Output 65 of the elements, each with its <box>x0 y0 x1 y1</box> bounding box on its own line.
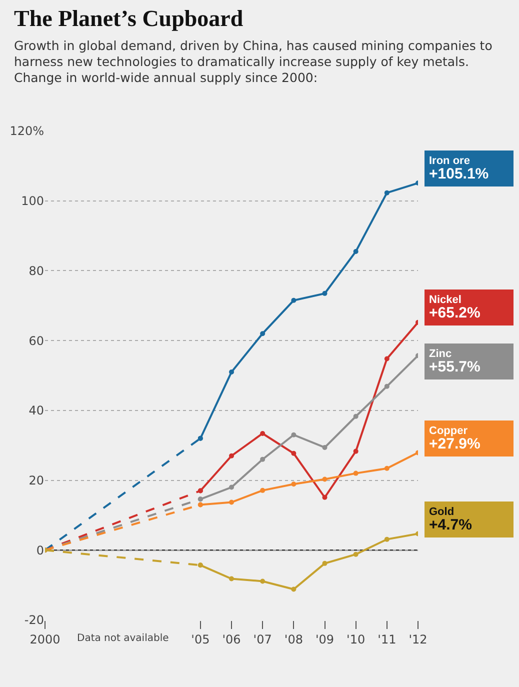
text: Data not available <box>77 633 169 644</box>
data-label: +27.9% <box>429 435 480 452</box>
x-tick-label: '06 <box>222 632 241 646</box>
point <box>229 453 234 458</box>
point <box>322 560 328 566</box>
point <box>260 331 266 336</box>
series-label: Nickel <box>429 294 462 306</box>
point <box>291 586 296 592</box>
y-tick-label: 100 <box>21 194 44 208</box>
series-label: Zinc <box>429 348 452 360</box>
point <box>229 576 234 582</box>
point <box>260 456 266 462</box>
point <box>260 578 266 584</box>
x-tick-label: '12 <box>408 632 428 646</box>
x-tick-label: '09 <box>315 632 334 646</box>
series-label: Copper <box>429 425 468 437</box>
data-label: +105.1% <box>429 165 489 182</box>
series-label: Gold <box>429 506 454 518</box>
point <box>291 450 296 456</box>
x-tick-label: '08 <box>284 632 303 646</box>
point <box>353 414 358 419</box>
point <box>322 444 328 450</box>
point <box>198 488 203 494</box>
point <box>229 484 234 490</box>
point <box>198 436 203 441</box>
point <box>322 476 328 482</box>
y-tick-label: 120% <box>10 124 44 138</box>
x-tick-label: '10 <box>346 632 366 646</box>
point <box>353 249 358 254</box>
point <box>198 496 203 502</box>
y-tick-label: 60 <box>28 334 44 348</box>
chart-subtitle: Growth in global demand, driven by China, has caused mining companies to harness new technologies to dramatically increase supply of key metals. Change in world-wide annual supply since 2000: <box>14 38 494 86</box>
point <box>198 502 203 508</box>
data-label: +4.7% <box>429 516 472 534</box>
y-tick-label: 20 <box>28 473 44 488</box>
point <box>322 494 328 500</box>
x-tick-label: '07 <box>253 632 272 646</box>
point <box>291 432 296 438</box>
data-label: +65.2% <box>429 304 480 322</box>
point <box>353 448 358 454</box>
y-tick-label: -20 <box>24 613 44 628</box>
x-tick-label: '11 <box>378 632 396 646</box>
point <box>291 298 296 303</box>
point <box>229 500 234 505</box>
point <box>353 470 358 476</box>
point <box>260 430 266 436</box>
y-tick-label: 0 <box>36 543 44 558</box>
point <box>260 488 266 493</box>
point <box>384 536 390 542</box>
x-tick-label: 2000 <box>30 632 60 646</box>
chart-title: The Planet’s Cupboard <box>14 6 244 32</box>
point <box>322 290 328 296</box>
x-tick-label: '05 <box>191 632 210 646</box>
y-tick-label: 80 <box>28 264 44 278</box>
point <box>229 370 234 375</box>
point <box>198 562 203 568</box>
data-label: +55.7% <box>429 358 480 376</box>
series-label: Iron ore <box>429 155 470 167</box>
point <box>291 482 296 487</box>
y-tick-label: 40 <box>28 404 44 418</box>
point <box>353 552 358 557</box>
point <box>384 384 390 389</box>
point <box>384 190 390 196</box>
point <box>384 356 390 362</box>
point <box>384 466 390 471</box>
